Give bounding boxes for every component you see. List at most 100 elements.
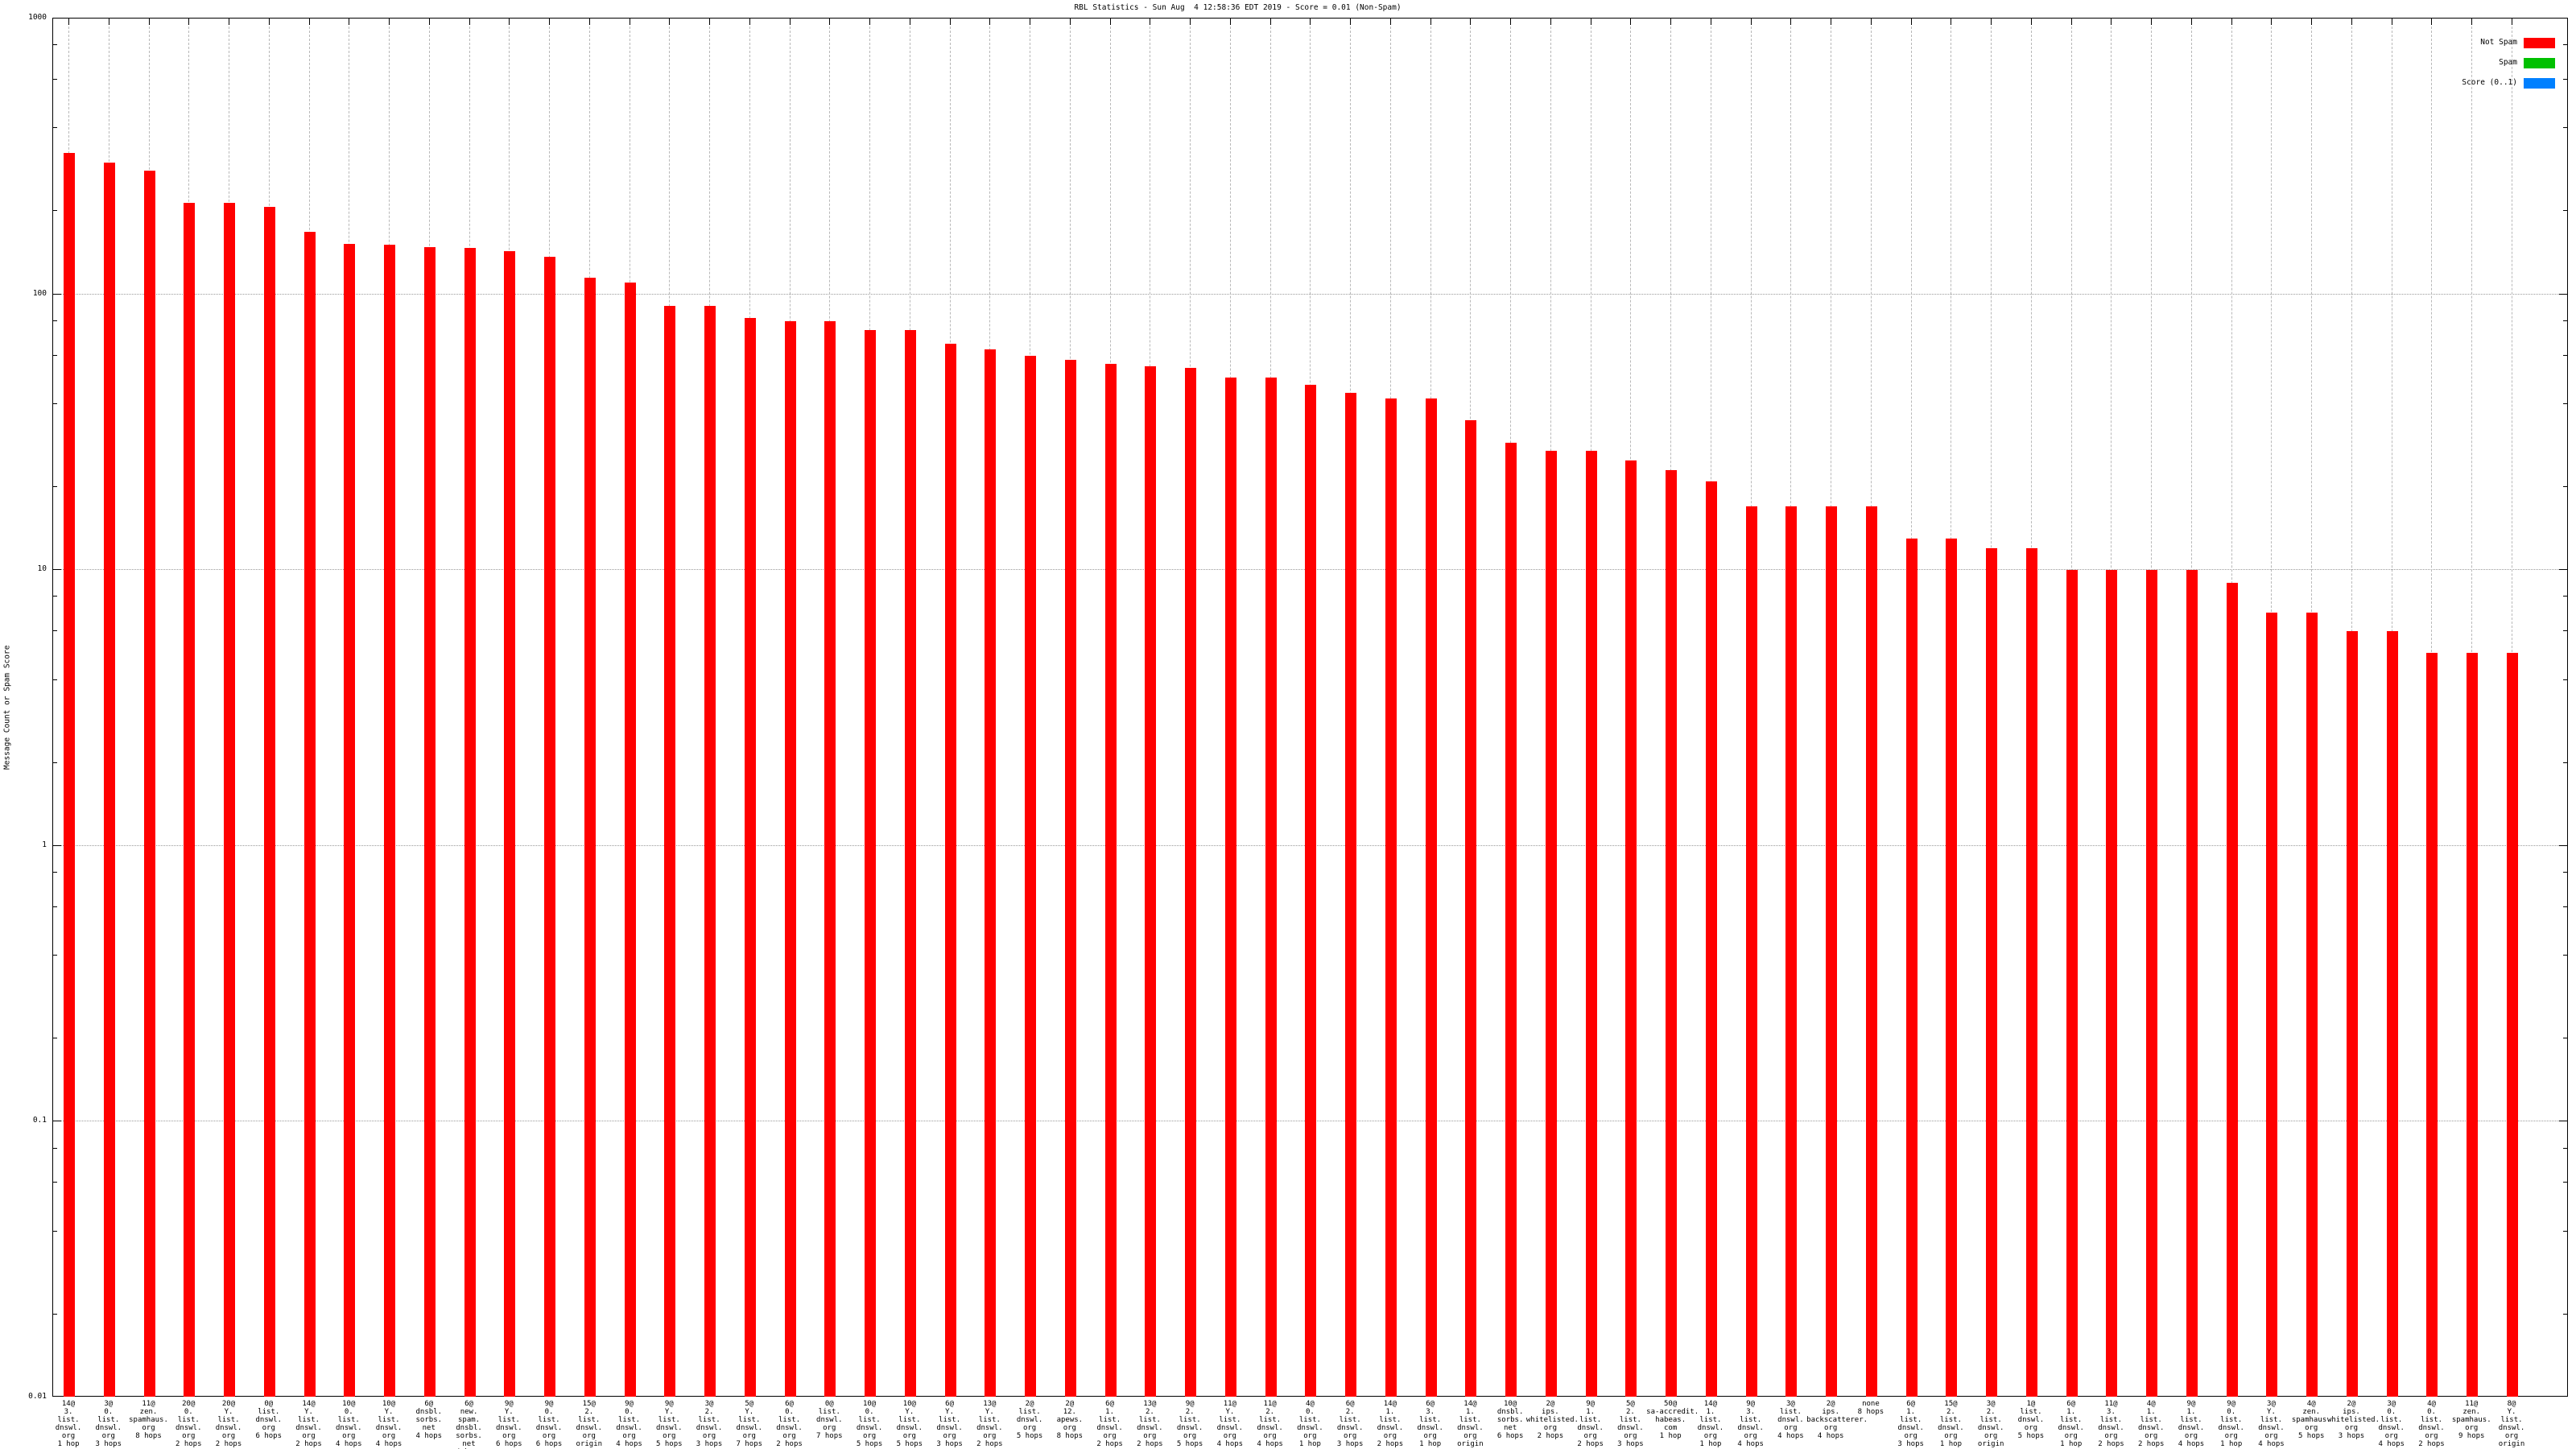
legend-swatch <box>2524 58 2555 68</box>
y-minor-tick-left <box>53 1230 57 1232</box>
y-minor-tick-left <box>53 354 57 356</box>
y-minor-tick-left <box>53 1313 57 1315</box>
x-tick-label: 10@ Y. list. dnswl. org 4 hops <box>375 1400 402 1448</box>
plot-area: Not Spam Spam Score (0..1) <box>52 18 2568 1397</box>
x-tick-label: 6@ 3. list. dnswl. org 1 hop <box>1417 1400 1443 1448</box>
y-minor-tick-left <box>53 79 57 80</box>
bar <box>184 203 196 1397</box>
bar <box>1465 419 1477 1397</box>
legend-label: Not Spam <box>2480 38 2517 47</box>
y-minor-tick-right <box>2563 402 2567 404</box>
bar <box>1025 355 1037 1397</box>
y-minor-tick-right <box>2563 354 2567 356</box>
x-tick-top <box>749 19 750 25</box>
bar <box>544 256 556 1397</box>
bar <box>1826 506 1838 1397</box>
bar <box>865 330 877 1397</box>
x-tick-top <box>2311 19 2313 25</box>
x-tick-label: 11@ Y. list. dnswl. org 4 hops <box>1216 1400 1244 1448</box>
y-minor-tick-right <box>2563 955 2567 956</box>
y-minor-tick-left <box>53 320 57 321</box>
bar <box>1585 451 1597 1397</box>
bar <box>464 248 476 1397</box>
bar <box>2186 570 2198 1397</box>
y-minor-tick-right <box>2563 320 2567 321</box>
bar <box>504 251 516 1397</box>
x-tick-top <box>1430 19 1431 25</box>
x-tick-label: 10@ Y. list. dnswl. org 5 hops <box>896 1400 923 1448</box>
bar <box>1625 460 1637 1397</box>
bar <box>1545 451 1557 1397</box>
x-tick-top <box>1389 19 1391 25</box>
x-tick-top <box>268 19 270 25</box>
x-tick-top <box>1550 19 1551 25</box>
x-tick-label: 0@ list. dnswl. org 7 hops <box>816 1400 843 1440</box>
x-tick-top <box>2111 19 2112 25</box>
y-minor-tick-right <box>2563 762 2567 763</box>
legend-swatch <box>2524 78 2555 89</box>
bar <box>1505 442 1517 1397</box>
y-minor-tick-right <box>2563 1230 2567 1232</box>
x-tick-top <box>509 19 510 25</box>
x-tick-label: none 8 hops <box>1857 1400 1885 1416</box>
x-tick-top <box>949 19 951 25</box>
y-major-tick-left <box>53 844 61 846</box>
y-tick-label: 10 <box>37 564 47 574</box>
bar <box>143 171 155 1397</box>
bar <box>303 232 316 1397</box>
x-tick-label: 14@ 1. list. dnswl. org 2 hops <box>1377 1400 1404 1448</box>
x-tick-label: 13@ 2. list. dnswl. org 2 hops <box>1137 1400 1163 1448</box>
x-tick-label: 4@ zen. spamhaus. org 5 hops <box>2291 1400 2331 1440</box>
x-tick-label: 1@ list. dnswl. org 5 hops <box>2017 1400 2045 1440</box>
x-tick-label: 9@ 0. list. dnswl. org 6 hops <box>535 1400 563 1448</box>
bar <box>263 207 275 1397</box>
bar <box>1145 365 1157 1397</box>
bar <box>584 277 596 1397</box>
y-minor-tick-left <box>53 955 57 956</box>
bar <box>2467 653 2479 1397</box>
bar <box>2226 582 2238 1397</box>
x-tick-top <box>1350 19 1352 25</box>
y-minor-tick-left <box>53 762 57 763</box>
bar <box>1986 548 1998 1397</box>
x-tick-top <box>1870 19 1872 25</box>
x-tick-top <box>1910 19 1912 25</box>
x-tick-label: 20@ 0. list. dnswl. org 2 hops <box>175 1400 202 1448</box>
x-tick-label: 2@ ips. whitelisted. org 3 hops <box>2326 1400 2380 1440</box>
y-minor-tick-right <box>2563 596 2567 597</box>
x-tick-label: 9@ Y. list. dnswl. org 6 hops <box>496 1400 522 1448</box>
bar <box>1666 470 1678 1397</box>
x-tick-label: 15@ 2. list. dnswl. org 1 hop <box>1938 1400 1964 1448</box>
x-tick-label: 3@ 0. list. dnswl. org 3 hops <box>95 1400 122 1448</box>
x-tick-label: 11@ 2. list. dnswl. org 4 hops <box>1257 1400 1283 1448</box>
y-minor-tick-left <box>53 402 57 404</box>
x-tick-label: 9@ Y. list. dnswl. org 5 hops <box>656 1400 683 1448</box>
y-minor-tick-right <box>2563 906 2567 907</box>
y-minor-tick-left <box>53 872 57 873</box>
y-tick-label: 100 <box>32 288 47 298</box>
x-tick-label: 10@ 0. list. dnswl. org 4 hops <box>336 1400 362 1448</box>
x-tick-label: 9@ 1. list. dnswl. org 2 hops <box>1577 1400 1604 1448</box>
x-tick-label: 2@ 12. apews. org 8 hops <box>1056 1400 1084 1440</box>
y-minor-tick-right <box>2563 630 2567 632</box>
bar <box>2146 570 2158 1397</box>
y-minor-tick-right <box>2563 679 2567 680</box>
x-tick-top <box>789 19 791 25</box>
x-tick-top <box>2070 19 2072 25</box>
x-tick-top <box>1510 19 1512 25</box>
y-major-tick-left <box>53 293 61 295</box>
x-tick-label: 6@ Y. list. dnswl. org 3 hops <box>936 1400 963 1448</box>
bar <box>2507 653 2518 1397</box>
x-tick-label: 3@ 2. list. dnswl. org 3 hops <box>696 1400 723 1448</box>
bar <box>2386 631 2398 1397</box>
x-tick-label: 2@ list. dnswl. org 5 hops <box>1016 1400 1043 1440</box>
y-minor-tick-left <box>53 1182 57 1183</box>
x-tick-label: 3@ Y. list. dnswl. org 4 hops <box>2258 1400 2285 1448</box>
x-tick-top <box>989 19 991 25</box>
x-tick-top <box>869 19 871 25</box>
y-minor-tick-right <box>2563 872 2567 873</box>
x-tick-top <box>2151 19 2153 25</box>
x-tick-top <box>829 19 831 25</box>
legend-label: Score (0..1) <box>2462 78 2517 87</box>
x-tick-label: 11@ 3. list. dnswl. org 2 hops <box>2098 1400 2124 1448</box>
